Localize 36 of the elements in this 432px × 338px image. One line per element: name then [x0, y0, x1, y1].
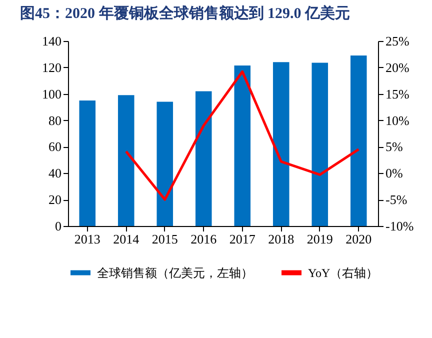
x-tick-label: 2019	[306, 232, 333, 246]
y-tick-label: 140	[42, 34, 62, 48]
bar	[79, 100, 96, 226]
bar	[234, 65, 251, 226]
x-tick-label: 2016	[190, 232, 218, 246]
x-tick-label: 2017	[229, 232, 256, 246]
x-tick-label: 2020	[346, 232, 372, 246]
bar	[272, 62, 290, 226]
y2-tick-label: 0%	[386, 166, 403, 181]
line-series	[124, 70, 360, 201]
y-tick-label: 120	[42, 60, 62, 75]
y-tick-label: 20	[48, 192, 62, 208]
y-tick-label: 40	[48, 166, 62, 181]
y2-tick-label: 5%	[386, 139, 403, 154]
x-tick-label: 2013	[74, 232, 100, 246]
x-tick-label: 2015	[152, 232, 178, 246]
y2-tick-label: 15%	[386, 86, 410, 102]
bar	[118, 95, 134, 226]
bar	[312, 62, 328, 226]
bar	[156, 102, 174, 226]
chart-title: 图45：2020 年覆铜板全球销售额达到 129.0 亿美元	[20, 4, 350, 22]
y-tick-label: 100	[42, 86, 62, 102]
bar	[350, 56, 367, 226]
legend-label: YoY（右轴）	[308, 266, 378, 280]
bar	[195, 91, 212, 226]
y2-tick-label: 20%	[386, 60, 410, 75]
x-tick-label: 2014	[113, 232, 140, 246]
x-tick-label: 2018	[268, 232, 294, 246]
y2-tick-label: 25%	[386, 34, 410, 48]
y-tick-label: 60	[48, 139, 62, 154]
y2-tick-label: -10%	[386, 218, 414, 234]
y-tick-label: 80	[48, 112, 62, 128]
y2-tick-label: -5%	[386, 192, 408, 208]
legend-label: 全球销售额（亿美元，左轴）	[97, 266, 253, 280]
y2-tick-label: 10%	[386, 112, 410, 128]
y-tick-label: 0	[55, 218, 62, 234]
